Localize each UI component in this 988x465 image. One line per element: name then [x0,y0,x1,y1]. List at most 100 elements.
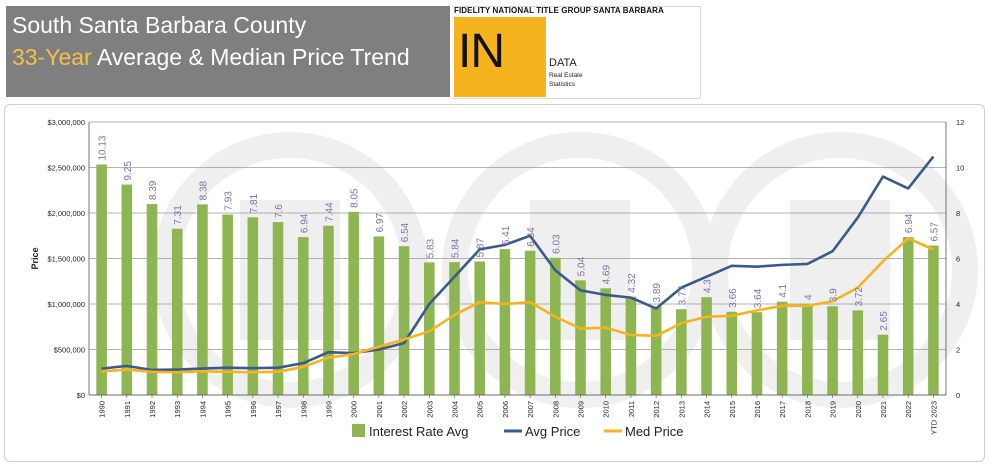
bar-data-label: 3.66 [728,288,739,308]
bar-data-label: 4 [803,294,814,300]
y-tick-label: $0 [77,391,85,400]
x-tick-label: 1999 [324,401,333,418]
bar [499,249,511,395]
x-tick-label: 2014 [703,401,712,418]
bar-data-label: 6.41 [501,225,512,245]
bar [423,262,435,395]
bar-data-label: 4.69 [602,264,613,284]
y-tick-label: $1,000,000 [47,300,85,309]
legend-swatch [352,424,365,437]
bar [222,214,233,395]
x-tick-label: 1996 [249,401,258,418]
bar [323,225,334,395]
line-avg-price [101,155,935,372]
brand-name: FIDELITY NATIONAL TITLE GROUP SANTA BARB… [454,6,664,15]
title-line-1: South Santa Barbara County [12,12,307,38]
bar-data-label: 5.83 [425,238,436,258]
title-rest: Average & Median Price Trend [91,44,410,70]
bar [247,217,259,395]
bar [449,262,460,395]
bar [625,296,637,395]
x-tick-label: 2015 [728,401,737,418]
bar-data-label: 6.94 [904,213,915,233]
x-tick-label: 2017 [778,401,787,418]
bar [146,204,158,395]
bar-data-label: 2.65 [879,311,890,331]
legend-label: Med Price [625,424,684,439]
bar-data-label: 7.81 [249,193,260,213]
bar [96,164,107,395]
bar-data-label: 6.03 [551,234,562,254]
bar [398,246,410,395]
bar-data-label: 7.44 [324,202,335,222]
y2-tick-label: 0 [956,391,960,400]
x-tick-label: 2003 [425,401,434,418]
y2-tick-label: 6 [956,255,960,264]
bar [600,288,612,395]
bar-data-label: 3.72 [854,286,865,306]
bar-data-label: 9.25 [123,161,134,181]
x-tick-label: 1994 [198,401,207,418]
bar [928,245,939,395]
y2-tick-label: 10 [956,164,964,173]
bar [827,306,838,395]
y-tick-label: $500,000 [54,346,85,355]
bar-data-label: 5.04 [577,256,588,276]
x-tick-label: 2010 [602,401,611,418]
x-tick-label: 2001 [375,401,384,418]
bar [550,257,561,395]
brand-sub-line-1: Real Estate [549,72,583,79]
bar-data-label: 6.94 [299,213,310,233]
x-tick-label: 2012 [652,401,661,418]
bar [297,237,309,395]
x-tick-label: 1998 [299,401,308,418]
bar-data-label: 4.32 [627,273,638,293]
x-tick-label: YTD 2023 [929,401,938,435]
brand-logo-word: DATA [549,57,577,69]
y2-tick-label: 4 [956,300,960,309]
bar [902,237,914,395]
y-tick-label: $2,500,000 [47,164,85,173]
y2-tick-label: 8 [956,209,960,218]
bar [575,280,586,395]
bar [726,311,738,395]
x-tick-label: 2013 [677,401,686,418]
watermark-logo [152,132,978,408]
bar [197,204,208,395]
bar [802,304,813,395]
x-tick-label: 2006 [501,401,510,418]
brand-logo-text: IN [458,25,505,78]
bar-data-label: 4.3 [703,279,714,293]
bar-data-label: 8.05 [350,188,361,208]
x-tick-label: 2022 [904,401,913,418]
bar-data-label: 8.39 [148,180,159,200]
bar-data-label: 6.57 [929,222,940,242]
bar-data-label: 3.77 [677,285,688,305]
line-med-price [101,237,934,374]
x-tick-label: 2007 [526,401,535,418]
bar-data-label: 3.89 [652,283,663,303]
bar-data-label: 3.64 [753,288,764,308]
bar [171,228,183,395]
title-highlight: 33-Year [12,44,92,70]
x-tick-label: 2000 [350,401,359,418]
x-tick-label: 1990 [98,401,107,418]
x-tick-label: 1992 [148,401,157,418]
x-tick-label: 2002 [400,401,409,418]
x-tick-label: 1995 [224,401,233,418]
bar-data-label: 5.87 [476,238,487,258]
bar-data-label: 3.9 [829,288,840,302]
x-tick-label: 2005 [476,401,485,418]
bar [650,306,662,395]
legend-label: Interest Rate Avg [369,424,469,439]
bar-data-label: 7.93 [224,191,235,211]
bar-data-label: 7.31 [173,205,184,225]
bar [701,297,712,395]
y-tick-label: $3,000,000 [47,118,85,127]
y-tick-label: $2,000,000 [47,209,85,218]
bar-data-label: 6.97 [375,213,386,233]
brand-sub-line-2: Statistics [549,81,576,88]
x-tick-label: 2009 [577,401,586,418]
x-tick-label: 1991 [123,401,132,418]
